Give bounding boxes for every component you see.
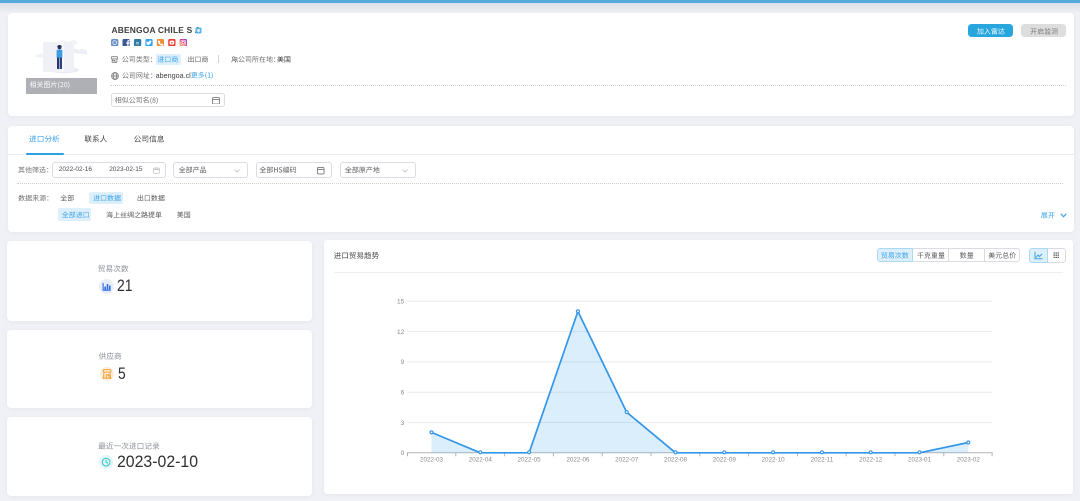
svg-text:2023-02: 2023-02 bbox=[957, 456, 981, 463]
svg-text:0: 0 bbox=[401, 450, 405, 457]
svg-text:12: 12 bbox=[397, 329, 405, 336]
svg-text:2023-01: 2023-01 bbox=[908, 456, 932, 463]
svg-text:15: 15 bbox=[397, 299, 405, 306]
svg-text:2022-12: 2022-12 bbox=[859, 456, 883, 463]
svg-text:2022-10: 2022-10 bbox=[762, 456, 786, 463]
svg-text:2022-09: 2022-09 bbox=[713, 456, 737, 463]
svg-text:2022-05: 2022-05 bbox=[518, 456, 542, 463]
svg-text:2022-08: 2022-08 bbox=[664, 456, 688, 463]
svg-text:9: 9 bbox=[401, 359, 405, 366]
svg-text:in: in bbox=[135, 40, 139, 45]
svg-text:3: 3 bbox=[401, 420, 405, 427]
svg-text:6: 6 bbox=[401, 390, 405, 397]
svg-text:2022-03: 2022-03 bbox=[420, 456, 444, 463]
svg-text:2022-06: 2022-06 bbox=[566, 456, 590, 463]
svg-text:2022-07: 2022-07 bbox=[615, 456, 639, 463]
svg-text:2022-11: 2022-11 bbox=[811, 456, 834, 463]
svg-text:2022-04: 2022-04 bbox=[469, 456, 493, 463]
